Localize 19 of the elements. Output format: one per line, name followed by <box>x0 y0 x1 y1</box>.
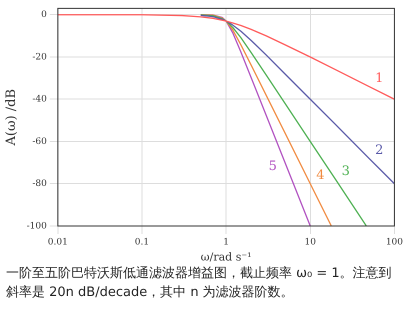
x-tick-label: 1 <box>223 238 229 248</box>
x-tick-label: 10 <box>304 238 316 248</box>
y-tick-label: -40 <box>32 94 48 105</box>
series-label: 2 <box>375 142 384 158</box>
text: 一阶至五阶巴特沃斯低通滤波器增益图，截止频率 ω₀ = 1。注意到斜率是 20n dB/decade，其中 n 为滤波器阶数。 <box>6 265 393 302</box>
series-label: 1 <box>375 70 384 86</box>
x-axis-title: ω/rad s⁻¹ <box>200 250 252 264</box>
y-tick-label: -20 <box>32 52 48 62</box>
x-tick-label: 100 <box>386 238 404 248</box>
y-tick-label: -80 <box>32 179 48 190</box>
series-label: 3 <box>342 164 350 179</box>
series-label: 5 <box>268 158 277 174</box>
series-label: 4 <box>316 168 325 184</box>
y-tick-label: -60 <box>32 136 48 147</box>
x-tick-label: 0.1 <box>134 238 150 248</box>
x-tick-label: 0.01 <box>48 238 68 248</box>
y-tick-label: 0 <box>41 10 48 20</box>
y-axis-title: A(ω) /dB <box>4 88 20 146</box>
y-tick-label: -100 <box>26 221 48 232</box>
